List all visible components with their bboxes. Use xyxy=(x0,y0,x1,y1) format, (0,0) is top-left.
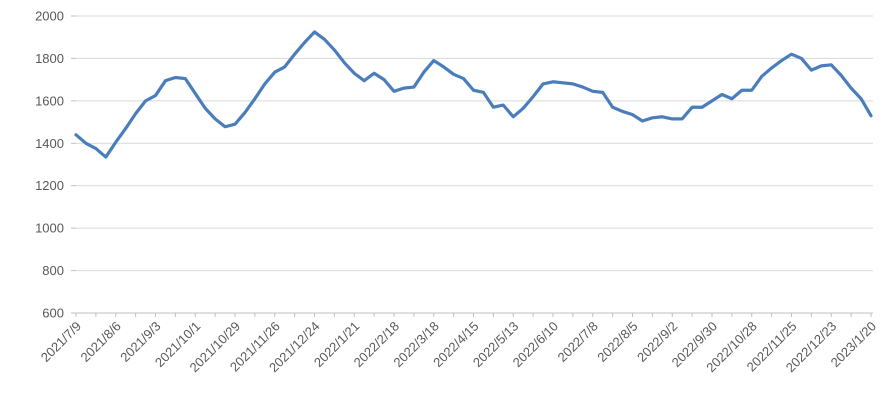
x-axis-tick-label: 2021/8/6 xyxy=(77,319,123,365)
y-axis-tick-label: 2000 xyxy=(35,9,64,24)
series-line xyxy=(74,30,873,159)
x-axis-label-group: 2021/7/9 xyxy=(38,319,84,365)
x-axis-tick-label: 2021/7/9 xyxy=(38,319,84,365)
y-axis-tick-label: 1000 xyxy=(35,221,64,236)
y-axis-tick-label: 1400 xyxy=(35,136,64,151)
y-axis-tick-label: 1600 xyxy=(35,93,64,108)
x-axis-label-group: 2022/8/5 xyxy=(594,319,640,365)
x-axis-tick-label: 2022/8/5 xyxy=(594,319,640,365)
x-axis-tick-label: 2022/7/8 xyxy=(554,319,600,365)
x-axis-label-group: 2022/7/8 xyxy=(554,319,600,365)
y-axis-tick-label: 800 xyxy=(42,263,64,278)
y-axis-tick-label: 1200 xyxy=(35,178,64,193)
y-axis-tick-label: 1800 xyxy=(35,51,64,66)
y-axis-tick-label: 600 xyxy=(42,306,64,321)
x-axis-label-group: 2021/8/6 xyxy=(77,319,123,365)
